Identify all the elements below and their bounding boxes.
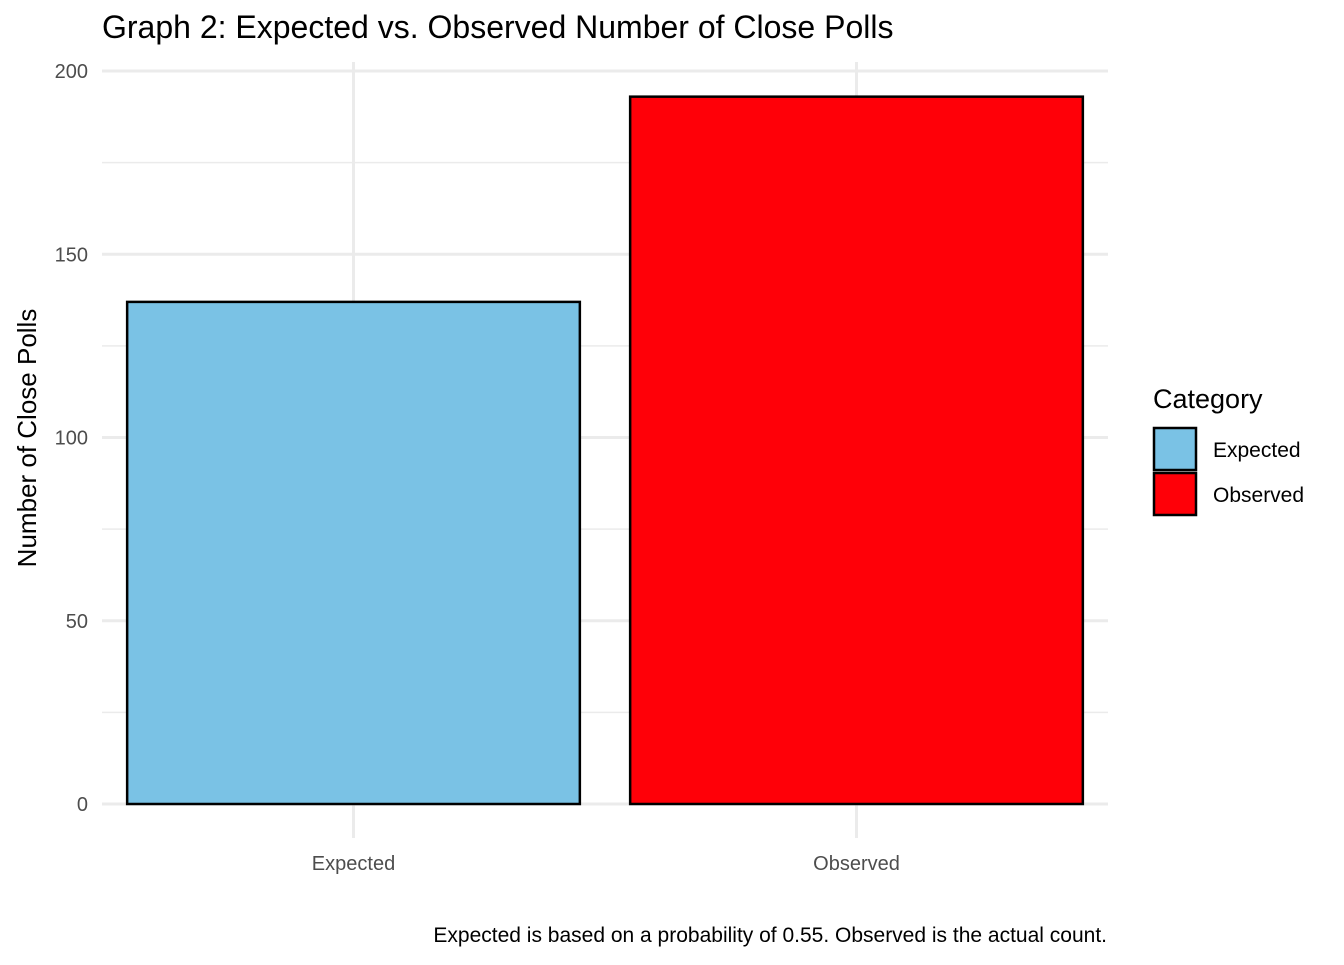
bar-observed — [628, 95, 1085, 806]
y-axis-label: Number of Close Polls — [12, 309, 42, 568]
x-tick-label: Observed — [813, 853, 900, 875]
legend-swatch — [1152, 426, 1198, 472]
y-tick-label: 50 — [66, 611, 88, 633]
chart-caption: Expected is based on a probability of 0.… — [433, 924, 1107, 947]
y-tick-label: 0 — [77, 794, 88, 816]
legend-label: Expected — [1213, 439, 1301, 462]
y-tick-label: 150 — [55, 244, 88, 266]
legend-title: Category — [1153, 384, 1263, 414]
legend-items: Expected Observed — [1152, 426, 1304, 517]
y-tick-label: 100 — [55, 428, 88, 450]
bars-layer — [125, 95, 1085, 806]
legend-swatch — [1152, 471, 1198, 517]
y-tick-label: 200 — [55, 61, 88, 83]
y-tick-labels: 0 50 100 150 200 — [55, 61, 88, 816]
bar-expected — [125, 300, 582, 806]
x-tick-label: Expected — [312, 853, 395, 875]
legend-label: Observed — [1213, 484, 1304, 507]
legend: Category Expected Observed — [1152, 384, 1304, 517]
chart-title: Graph 2: Expected vs. Observed Number of… — [102, 9, 893, 45]
x-tick-labels: Expected Observed — [312, 853, 900, 875]
